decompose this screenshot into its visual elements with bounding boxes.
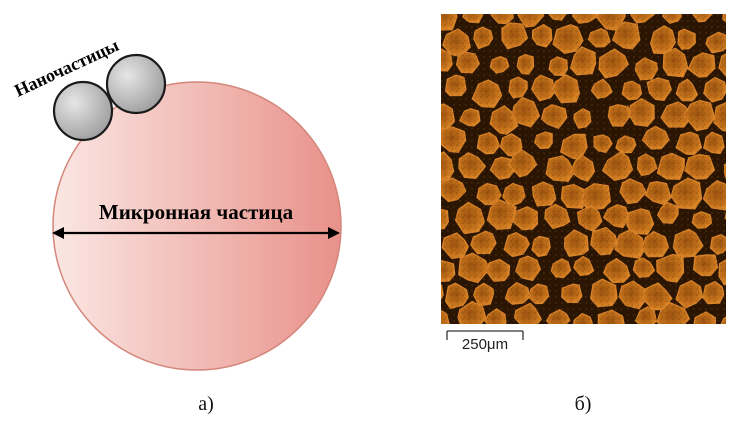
grain (409, 0, 435, 6)
grain (410, 337, 435, 361)
grain (590, 0, 616, 1)
grain (401, 204, 421, 223)
grain (618, 333, 645, 357)
grain (595, 336, 614, 357)
grain (676, 334, 706, 361)
grain (735, 177, 739, 200)
grain (735, 29, 739, 56)
grain (399, 54, 421, 77)
grain (418, 137, 439, 156)
grain (402, 306, 427, 328)
micron-particle (52, 81, 342, 371)
diameter-arrow (52, 227, 340, 239)
grain (735, 279, 739, 302)
grain (405, 3, 428, 26)
micrograph-speckle (441, 14, 726, 324)
grain (723, 163, 726, 180)
grain (398, 101, 426, 129)
grain (417, 238, 435, 256)
grain (731, 332, 739, 359)
grain (401, 258, 422, 277)
panel-a-diagram: Микронная частица Наночастицы а) (11, 35, 342, 415)
grain (724, 211, 726, 220)
grain (529, 334, 549, 354)
grain (412, 178, 431, 199)
panel-a-label: а) (198, 393, 214, 415)
nanoparticle-1 (52, 80, 114, 142)
grain (562, 339, 581, 359)
scale-bar-label: 250μm (462, 336, 508, 353)
grain (441, 34, 442, 38)
nanoparticle-2 (105, 53, 167, 115)
panel-b-micrograph: 250μm б) (398, 0, 739, 415)
grain (733, 80, 739, 106)
grain (647, 339, 664, 358)
micron-particle-label: Микронная частица (99, 200, 294, 224)
panel-b-label: б) (575, 393, 592, 415)
grain (707, 333, 733, 363)
grain (400, 149, 425, 175)
scale-bar (446, 330, 524, 340)
grain (420, 77, 440, 98)
grain (441, 284, 444, 300)
